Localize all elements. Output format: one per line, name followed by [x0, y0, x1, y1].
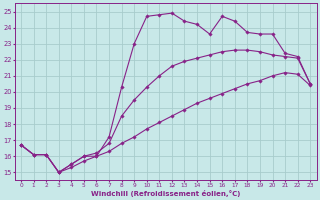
X-axis label: Windchill (Refroidissement éolien,°C): Windchill (Refroidissement éolien,°C) — [91, 190, 240, 197]
